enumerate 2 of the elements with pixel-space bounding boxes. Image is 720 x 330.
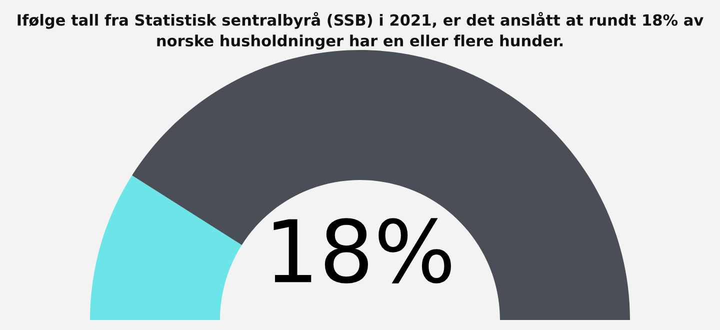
chart-title: Ifølge tall fra Statistisk sentralbyrå (SSB) i 2021, er det anslått at rundt 18% av norske husholdninger har en eller flere hunder. — [18, 12, 704, 50]
text: 18% — [274, 218, 451, 284]
